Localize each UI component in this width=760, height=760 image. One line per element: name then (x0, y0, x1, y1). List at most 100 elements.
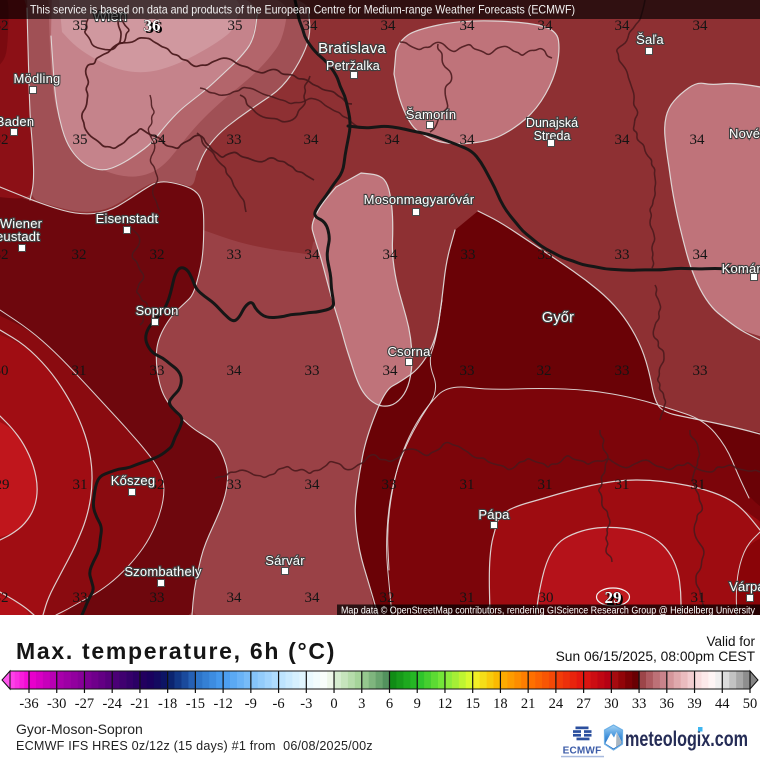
svg-text:34: 34 (151, 132, 167, 148)
svg-text:-6: -6 (273, 696, 285, 712)
svg-text:29: 29 (0, 477, 10, 493)
svg-text:Bratislava: Bratislava (318, 40, 386, 57)
svg-text:Šamorín: Šamorín (406, 107, 457, 122)
svg-text:eustadt: eustadt (0, 229, 40, 244)
svg-text:meteologix.com: meteologix.com (625, 728, 748, 751)
svg-text:-15: -15 (186, 696, 205, 712)
svg-text:32: 32 (150, 247, 165, 263)
svg-text:3: 3 (358, 696, 365, 712)
svg-text:34: 34 (615, 132, 631, 148)
svg-text:34: 34 (385, 132, 401, 148)
svg-text:34: 34 (305, 590, 321, 606)
svg-text:34: 34 (303, 18, 319, 34)
svg-text:33: 33 (227, 477, 242, 493)
svg-text:Sárvár: Sárvár (265, 553, 305, 568)
svg-text:32: 32 (150, 477, 165, 493)
svg-text:34: 34 (693, 247, 709, 263)
svg-text:29: 29 (605, 588, 622, 607)
svg-text:35: 35 (73, 132, 88, 148)
svg-text:-3: -3 (300, 696, 312, 712)
svg-text:33: 33 (538, 247, 553, 263)
svg-text:31: 31 (615, 477, 630, 493)
svg-text:31: 31 (691, 477, 706, 493)
svg-text:34: 34 (305, 477, 321, 493)
svg-text:34: 34 (460, 132, 476, 148)
svg-text:Várpa: Várpa (729, 579, 760, 594)
svg-text:-30: -30 (47, 696, 66, 712)
svg-text:-21: -21 (130, 696, 149, 712)
svg-text:Šaľa: Šaľa (636, 32, 664, 47)
svg-text:36: 36 (146, 18, 163, 37)
svg-text:15: 15 (465, 696, 480, 712)
svg-text:Szombathely: Szombathely (124, 564, 202, 579)
svg-text:Eisenstadt: Eisenstadt (96, 211, 159, 226)
svg-text:33: 33 (305, 363, 320, 379)
svg-text:Map data © OpenStreetMap contr: Map data © OpenStreetMap contributors, r… (341, 605, 756, 616)
svg-text:32: 32 (380, 590, 395, 606)
svg-text:34: 34 (615, 18, 631, 34)
svg-text:Pápa: Pápa (478, 507, 510, 522)
svg-text:6: 6 (386, 696, 393, 712)
svg-text:-18: -18 (158, 696, 177, 712)
svg-text:31: 31 (460, 477, 475, 493)
svg-text:Mödling: Mödling (14, 71, 61, 86)
svg-text:30: 30 (0, 363, 9, 379)
svg-text:34: 34 (381, 18, 397, 34)
svg-text:Petržalka: Petržalka (326, 59, 380, 73)
svg-text:32: 32 (0, 132, 9, 148)
svg-text:33: 33 (460, 363, 475, 379)
svg-text:31: 31 (73, 477, 88, 493)
svg-text:31: 31 (72, 363, 87, 379)
svg-text:30: 30 (604, 696, 619, 712)
svg-text:This service is based on data: This service is based on data and produc… (30, 3, 575, 17)
svg-text:31: 31 (538, 477, 553, 493)
svg-text:34: 34 (690, 132, 706, 148)
svg-text:34: 34 (227, 590, 243, 606)
svg-text:33: 33 (73, 590, 88, 606)
svg-text:Mosonmagyaróvár: Mosonmagyaróvár (364, 192, 475, 207)
svg-text:Sopron: Sopron (135, 303, 178, 318)
svg-text:33: 33 (461, 247, 476, 263)
svg-text:27: 27 (576, 696, 591, 712)
svg-text:33: 33 (693, 363, 708, 379)
svg-text:34: 34 (305, 247, 321, 263)
svg-text:50: 50 (743, 696, 758, 712)
svg-text:Győr: Győr (542, 310, 574, 326)
svg-text:Kőszeg: Kőszeg (111, 473, 156, 488)
svg-text:-12: -12 (213, 696, 232, 712)
svg-text:-36: -36 (19, 696, 38, 712)
svg-text:Csorna: Csorna (387, 344, 431, 359)
svg-text:35: 35 (73, 18, 88, 34)
svg-text:Streda: Streda (534, 129, 571, 143)
svg-text:9: 9 (414, 696, 421, 712)
svg-text:33: 33 (632, 696, 647, 712)
svg-text:36: 36 (660, 696, 675, 712)
svg-text:29: 29 (607, 590, 624, 609)
svg-text:32: 32 (0, 590, 9, 606)
svg-text:Baden: Baden (0, 114, 34, 129)
svg-text:12: 12 (438, 696, 453, 712)
svg-text:36: 36 (144, 16, 161, 35)
svg-text:33: 33 (227, 247, 242, 263)
svg-text:Dunajská: Dunajská (526, 116, 578, 130)
svg-text:32: 32 (537, 363, 552, 379)
svg-text:0: 0 (330, 696, 337, 712)
svg-text:32: 32 (0, 247, 9, 263)
svg-text:-27: -27 (75, 696, 94, 712)
svg-text:Nové Zám: Nové Zám (729, 126, 760, 141)
svg-text:34: 34 (693, 18, 709, 34)
svg-text:33: 33 (615, 247, 630, 263)
svg-text:-9: -9 (245, 696, 257, 712)
svg-text:34: 34 (383, 247, 399, 263)
svg-text:33: 33 (615, 363, 630, 379)
svg-text:34: 34 (227, 363, 243, 379)
svg-text:34: 34 (383, 363, 399, 379)
svg-text:33: 33 (382, 477, 397, 493)
svg-text:31: 31 (460, 590, 475, 606)
svg-text:34: 34 (538, 18, 554, 34)
svg-text:24: 24 (549, 696, 564, 712)
svg-text:34: 34 (304, 132, 320, 148)
svg-text:44: 44 (715, 696, 730, 712)
svg-text:34: 34 (460, 18, 476, 34)
svg-text:33: 33 (150, 590, 165, 606)
